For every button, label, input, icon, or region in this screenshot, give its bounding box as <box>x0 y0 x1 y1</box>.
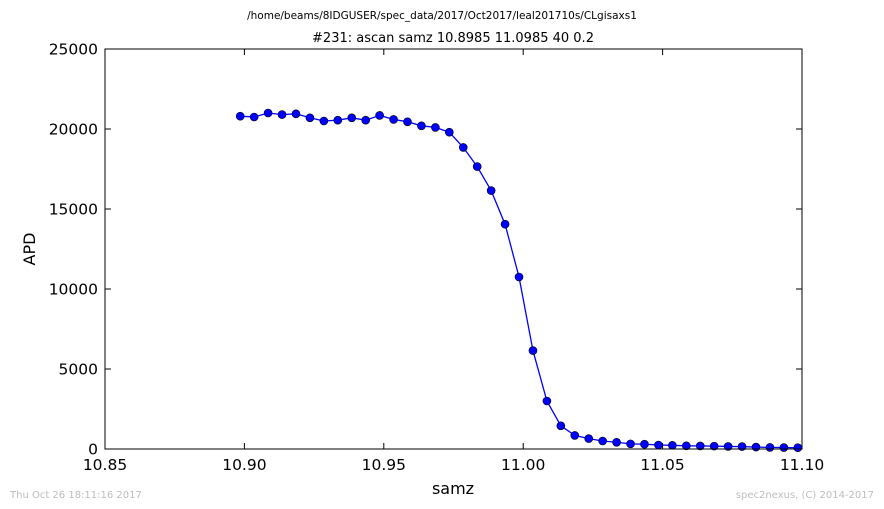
x-tick-label: 11.00 <box>501 456 545 474</box>
data-point <box>361 115 370 125</box>
y-tick-label: 0 <box>88 441 98 459</box>
data-point <box>333 115 343 125</box>
data-point <box>709 441 719 451</box>
data-point <box>681 441 691 451</box>
data-point <box>626 439 635 449</box>
data-point <box>751 442 761 452</box>
data-point <box>263 108 273 118</box>
x-tick-label: 11.10 <box>780 456 824 474</box>
data-point <box>500 219 510 229</box>
y-tick-label: 25000 <box>49 41 98 59</box>
data-point <box>319 116 329 126</box>
chart-supertitle: /home/beams/8IDGUSER/spec_data/2017/Oct2… <box>247 10 637 22</box>
chart-title: #231: ascan samz 10.8985 11.0985 40 0.2 <box>312 31 594 46</box>
x-tick-label: 10.85 <box>83 456 127 474</box>
data-point <box>417 121 426 131</box>
y-tick-label: 20000 <box>49 121 98 139</box>
data-point <box>431 123 440 132</box>
data-point <box>235 111 245 121</box>
data-point <box>291 109 301 119</box>
data-point <box>570 431 580 440</box>
data-point <box>779 443 789 452</box>
data-point <box>668 441 677 450</box>
data-point <box>793 443 803 453</box>
data-point <box>612 437 621 447</box>
data-point <box>403 117 412 127</box>
data-point <box>514 272 524 282</box>
y-tick-label: 10000 <box>49 281 98 299</box>
data-point <box>347 113 357 123</box>
y-axis-label: APD <box>20 233 39 266</box>
data-point <box>445 127 454 137</box>
data-point <box>375 111 384 120</box>
data-point <box>584 434 594 443</box>
footer-credit: spec2nexus, (C) 2014-2017 <box>736 490 874 501</box>
y-tick-label: 15000 <box>49 201 98 219</box>
plot-area <box>104 48 803 453</box>
data-point <box>249 112 259 122</box>
data-point <box>640 439 649 449</box>
data-point <box>486 186 496 195</box>
data-point <box>542 396 552 406</box>
plot-frame <box>104 48 803 450</box>
data-point <box>472 162 482 171</box>
data-point <box>528 346 538 355</box>
data-point <box>654 440 663 450</box>
data-point <box>695 441 705 451</box>
footer-timestamp: Thu Oct 26 18:11:16 2017 <box>9 490 142 501</box>
data-point <box>305 113 315 123</box>
data-point <box>458 143 468 152</box>
data-point <box>389 115 398 124</box>
data-point <box>765 443 775 452</box>
data-point <box>598 436 607 446</box>
x-tick-label: 10.95 <box>362 456 406 474</box>
data-point <box>723 442 733 451</box>
x-axis-label: samz <box>432 479 474 498</box>
data-point <box>556 421 566 431</box>
x-tick-label: 10.90 <box>222 456 266 474</box>
y-tick-label: 5000 <box>59 361 98 379</box>
x-tick-label: 11.05 <box>640 456 684 474</box>
data-point <box>277 110 287 119</box>
